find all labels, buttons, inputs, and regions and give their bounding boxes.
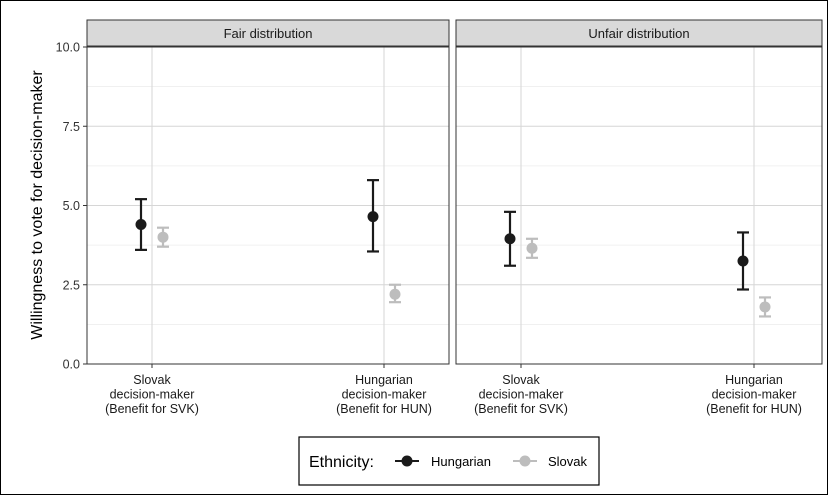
legend: Ethnicity: Hungarian Slovak xyxy=(298,436,600,486)
point-hungarian xyxy=(737,231,749,291)
legend-box xyxy=(298,436,600,486)
facet-label-fair: Fair distribution xyxy=(224,26,313,41)
point-hungarian xyxy=(367,179,379,253)
point-marker xyxy=(737,255,749,267)
legend-key-slovak xyxy=(513,455,537,467)
x-tick-label: Slovak decision-maker (Benefit for SVK) xyxy=(105,373,199,416)
facet-label-unfair: Unfair distribution xyxy=(588,26,689,41)
point-marker xyxy=(504,233,516,245)
point-marker xyxy=(526,242,538,254)
point-slovak xyxy=(526,237,538,259)
legend-title: Ethnicity: xyxy=(309,454,374,471)
point-marker xyxy=(759,301,771,313)
point-slovak xyxy=(759,296,771,318)
facet-strip-unfair: Unfair distribution xyxy=(455,19,823,47)
y-tick-label: 5.0 xyxy=(63,199,80,213)
point-marker xyxy=(367,211,379,223)
legend-key-hungarian xyxy=(395,455,419,467)
point-slovak xyxy=(389,283,401,304)
y-axis-label: Willingness to vote for decision-maker xyxy=(29,70,46,340)
y-tick-label: 2.5 xyxy=(63,278,80,292)
y-tick-label: 10.0 xyxy=(56,41,80,55)
x-tick-label: Hungarian decision-maker (Benefit for HUN) xyxy=(336,373,432,416)
facet-strip-fair: Fair distribution xyxy=(86,19,450,47)
panel-border-1 xyxy=(455,46,823,365)
point-marker xyxy=(135,219,147,231)
point-hungarian xyxy=(135,198,147,251)
y-tick-label: 7.5 xyxy=(63,120,80,134)
point-hungarian xyxy=(504,210,516,267)
y-tick-label: 0.0 xyxy=(63,358,80,372)
legend-label-hungarian: Hungarian xyxy=(431,454,491,469)
x-tick-label: Hungarian decision-maker (Benefit for HUN) xyxy=(706,373,802,416)
x-tick-label: Slovak decision-maker (Benefit for SVK) xyxy=(474,373,568,416)
point-marker xyxy=(389,288,401,300)
point-marker xyxy=(157,231,169,243)
point-slovak xyxy=(157,226,169,248)
legend-label-slovak: Slovak xyxy=(548,454,588,469)
